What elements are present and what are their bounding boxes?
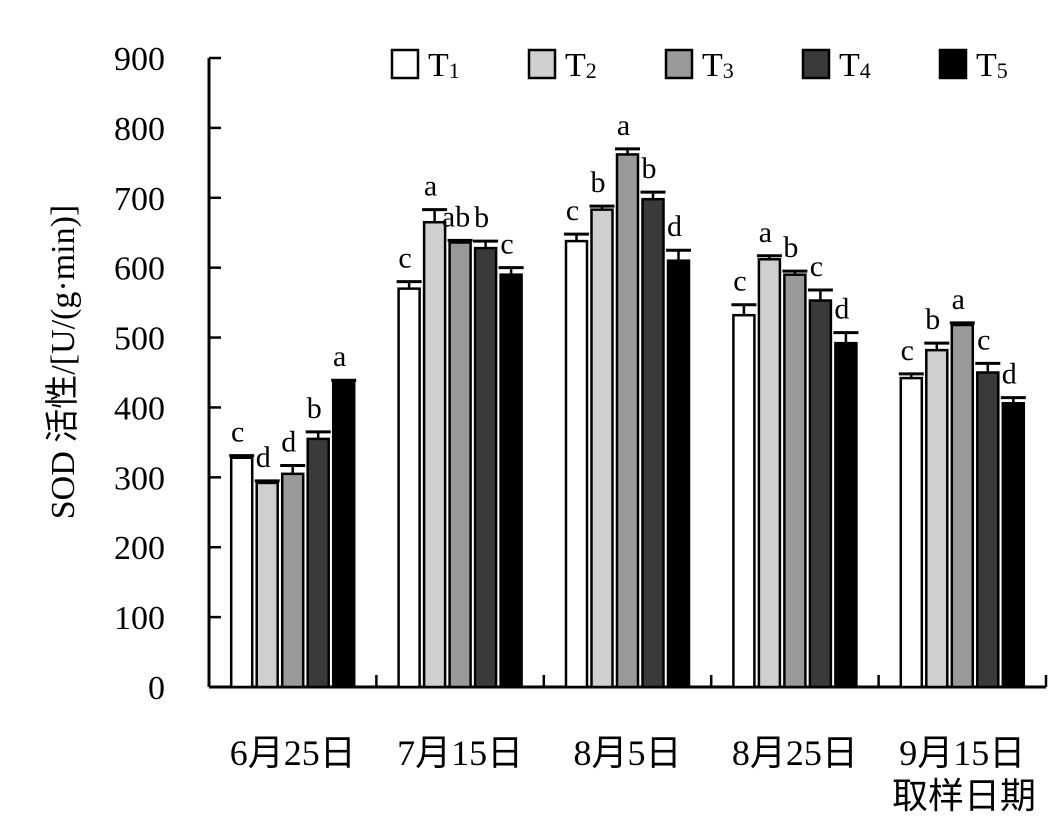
significance-letter: c	[901, 334, 914, 367]
y-tick-label: 200	[114, 530, 165, 567]
bar	[899, 376, 924, 689]
y-tick-label: 900	[114, 41, 165, 78]
significance-letter: a	[333, 340, 346, 373]
significance-letter: d	[281, 425, 296, 458]
significance-letter: d	[834, 293, 849, 326]
bar	[1001, 402, 1026, 689]
significance-letter: c	[810, 250, 823, 283]
bar	[397, 287, 421, 689]
significance-letter: b	[783, 231, 798, 264]
bar	[783, 273, 807, 689]
significance-letter: a	[424, 170, 437, 203]
significance-letter: d	[256, 441, 271, 474]
legend-label: T3	[702, 47, 734, 84]
significance-letter: d	[1002, 358, 1017, 391]
legend-swatch	[801, 48, 831, 80]
significance-letter: b	[925, 303, 940, 336]
bar	[306, 437, 330, 689]
x-axis-label: 取样日期	[892, 776, 1036, 816]
bar	[950, 323, 975, 689]
y-tick-label: 700	[114, 181, 165, 218]
bar	[280, 472, 305, 689]
bar	[925, 348, 949, 689]
legend-label: T5	[976, 47, 1008, 84]
y-tick-label: 0	[148, 670, 165, 707]
y-tick-label: 500	[114, 321, 165, 358]
significance-letter: c	[977, 323, 990, 356]
legend-swatch	[938, 48, 968, 80]
significance-letter: c	[231, 416, 244, 449]
significance-letter: ab	[442, 200, 470, 233]
bar	[590, 208, 614, 689]
significance-letter: d	[667, 210, 682, 243]
bar	[331, 381, 356, 689]
significance-letter: a	[952, 283, 965, 316]
y-tick-label: 300	[114, 460, 165, 497]
legend: T1 T2 T3 T4 T5	[390, 47, 1008, 84]
bar	[732, 313, 756, 689]
legend-label: T4	[839, 47, 871, 84]
significance-letter: b	[307, 392, 322, 425]
x-tick-label: 7月15日	[397, 733, 523, 773]
bar	[564, 239, 589, 689]
bar	[255, 481, 279, 689]
legend-swatch	[527, 48, 557, 80]
legend-label: T1	[428, 47, 460, 84]
bar	[499, 273, 523, 689]
legend-swatch	[664, 48, 694, 80]
bar	[834, 341, 858, 689]
y-tick-label: 800	[114, 111, 165, 148]
legend-label: T2	[565, 47, 597, 84]
y-tick-label: 100	[114, 600, 165, 637]
significance-letter: b	[474, 201, 489, 234]
significance-letter: c	[566, 194, 579, 227]
significance-letter: b	[642, 152, 657, 185]
bar	[422, 220, 447, 689]
y-tick-label: 600	[114, 251, 165, 288]
x-tick-label: 9月15日	[899, 733, 1025, 773]
bar	[473, 246, 498, 689]
significance-letter: a	[759, 216, 772, 249]
bar	[229, 456, 254, 689]
bar	[615, 153, 640, 689]
x-tick-label: 8月5日	[573, 733, 681, 773]
significance-letter: c	[500, 228, 513, 261]
bar	[808, 299, 833, 689]
significance-letter: c	[733, 265, 746, 298]
x-tick-label: 8月25日	[732, 733, 858, 773]
significance-letter: b	[591, 166, 606, 199]
legend-swatch	[390, 48, 420, 80]
bar	[976, 371, 1000, 689]
bar	[757, 258, 782, 689]
y-axis-label: SOD 活性/[U/(g·min)]	[44, 205, 82, 519]
bar	[641, 197, 665, 689]
x-tick-label: 6月25日	[230, 733, 356, 773]
axes: 0 100 200 300 400 500 600 700 800 900 6月25日 7月15日 8月…	[114, 41, 1048, 773]
significance-letter: a	[617, 109, 630, 142]
y-tick-label: 400	[114, 390, 165, 427]
bar	[666, 259, 691, 689]
significance-letter: c	[398, 242, 411, 275]
bar	[448, 241, 472, 689]
